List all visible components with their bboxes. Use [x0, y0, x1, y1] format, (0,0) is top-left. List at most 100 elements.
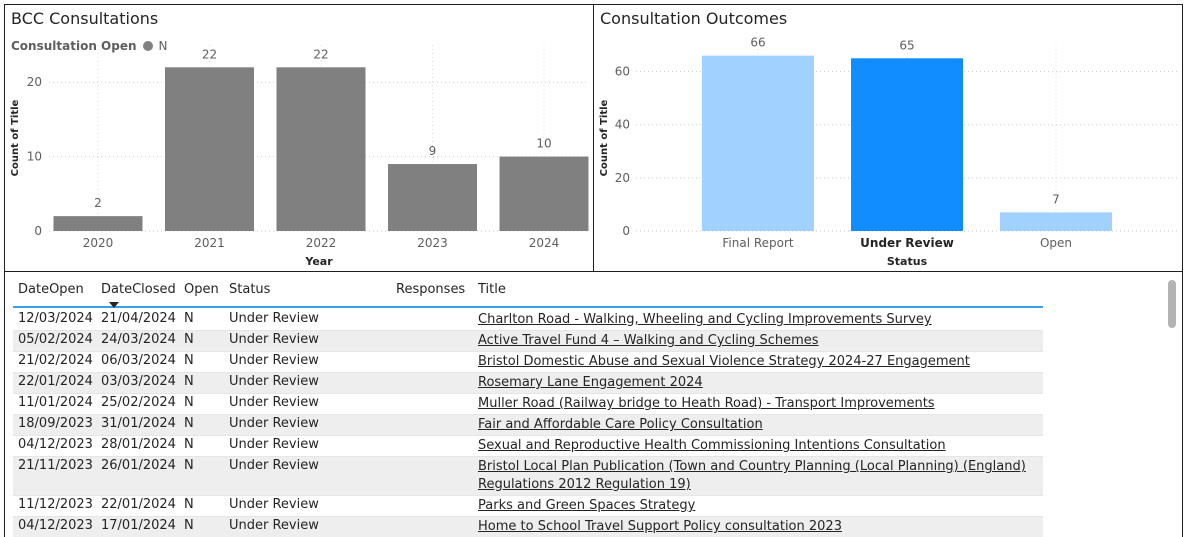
cell-date-open: 21/11/2023 — [18, 458, 93, 473]
bar[interactable] — [165, 67, 254, 231]
x-tick-label: 2020 — [83, 236, 114, 250]
cell-date-open: 11/12/2023 — [18, 497, 93, 512]
y-tick-label: 10 — [27, 150, 42, 164]
cell-open: N — [184, 416, 194, 431]
cell-status: Under Review — [229, 518, 319, 533]
bar[interactable] — [851, 58, 963, 232]
column-header-date-closed[interactable]: DateClosed — [101, 282, 176, 297]
data-label: 22 — [313, 47, 328, 61]
cell-title-link[interactable]: Bristol Local Plan Publication (Town and… — [478, 459, 1026, 492]
table-row[interactable]: 11/12/2023 22/01/2024 N Under Review Parks a… — [13, 496, 1043, 517]
cell-title-link[interactable]: Fair and Affordable Care Policy Consulta… — [478, 417, 763, 432]
cell-status: Under Review — [229, 395, 319, 410]
y-tick-label: 40 — [615, 118, 630, 132]
column-header-date-open[interactable]: DateOpen — [18, 282, 84, 297]
bar[interactable] — [388, 164, 477, 231]
cell-title-link[interactable]: Active Travel Fund 4 – Walking and Cycli… — [478, 333, 819, 348]
cell-open: N — [184, 353, 194, 368]
bar[interactable] — [276, 67, 366, 231]
table-row[interactable]: 11/01/2024 25/02/2024 N Under Review Muller … — [13, 394, 1043, 415]
column-header-title[interactable]: Title — [478, 282, 506, 297]
data-label: 2 — [94, 196, 102, 210]
table-row[interactable]: 21/02/2024 06/03/2024 N Under Review Bristol… — [13, 352, 1043, 373]
cell-title-link[interactable]: Home to School Travel Support Policy con… — [478, 519, 842, 534]
y-axis-title: Count of Title — [10, 99, 21, 176]
sort-descending-icon[interactable] — [109, 302, 119, 308]
y-tick-label: 60 — [615, 65, 630, 79]
consultation-outcomes-visual[interactable]: Consultation Outcomes 0 20 40 60 66 Final Rep… — [593, 4, 1183, 272]
x-tick-label: Open — [1040, 236, 1072, 250]
table-row[interactable]: 18/09/2023 31/01/2024 N Under Review Fair an… — [13, 415, 1043, 436]
cell-status: Under Review — [229, 332, 319, 347]
vertical-scrollbar[interactable] — [1168, 280, 1176, 328]
cell-status: Under Review — [229, 374, 319, 389]
cell-date-open: 04/12/2023 — [18, 437, 93, 452]
cell-status: Under Review — [229, 416, 319, 431]
cell-date-closed: 06/03/2024 — [101, 353, 176, 368]
column-header-open[interactable]: Open — [184, 282, 219, 297]
legend-label[interactable]: N — [158, 39, 168, 53]
y-axis-title: Count of Title — [599, 99, 610, 176]
table-header: DateOpen DateClosed Open Status Response… — [13, 280, 1043, 308]
table-row[interactable]: 12/03/2024 21/04/2024 N Under Review Charlto… — [13, 310, 1043, 331]
x-tick-label: Under Review — [860, 236, 954, 250]
cell-date-closed: 31/01/2024 — [101, 416, 176, 431]
cell-date-closed: 24/03/2024 — [101, 332, 176, 347]
table-body: 12/03/2024 21/04/2024 N Under Review Charlto… — [13, 310, 1043, 537]
cell-open: N — [184, 374, 194, 389]
cell-open: N — [184, 437, 194, 452]
bar[interactable] — [702, 55, 814, 231]
panel-title: BCC Consultations — [11, 9, 159, 28]
year-bar-chart[interactable]: 0 10 20 2 2020 22 2021 22 2022 9 2023 10 2024 Year Cou… — [5, 5, 593, 271]
cell-date-open: 04/12/2023 — [18, 518, 93, 533]
cell-open: N — [184, 458, 194, 473]
cell-status: Under Review — [229, 353, 319, 368]
panel-title: Consultation Outcomes — [600, 9, 788, 28]
cell-date-closed: 17/01/2024 — [101, 518, 176, 533]
cell-status: Under Review — [229, 458, 319, 473]
cell-date-closed: 26/01/2024 — [101, 458, 176, 473]
bar[interactable] — [53, 216, 143, 231]
cell-date-open: 21/02/2024 — [18, 353, 93, 368]
y-tick-label: 0 — [34, 224, 42, 238]
cell-title-link[interactable]: Parks and Green Spaces Strategy — [478, 498, 696, 513]
status-bar-chart[interactable]: 0 20 40 60 66 Final Report 65 Under Review 7 Open… — [594, 5, 1182, 271]
bar[interactable] — [1000, 212, 1112, 231]
cell-status: Under Review — [229, 311, 319, 326]
cell-title-link[interactable]: Bristol Domestic Abuse and Sexual Violen… — [478, 354, 970, 369]
cell-date-closed: 25/02/2024 — [101, 395, 176, 410]
x-tick-label: 2023 — [417, 236, 448, 250]
column-header-status[interactable]: Status — [229, 282, 271, 297]
cell-open: N — [184, 311, 194, 326]
x-axis-title: Year — [304, 255, 333, 268]
bar[interactable] — [499, 156, 589, 231]
cell-date-closed: 03/03/2024 — [101, 374, 176, 389]
legend-title: Consultation Open — [11, 39, 137, 53]
table-row[interactable]: 04/12/2023 28/01/2024 N Under Review Sexual … — [13, 436, 1043, 457]
x-tick-label: 2021 — [194, 236, 225, 250]
cell-open: N — [184, 518, 194, 533]
table-row[interactable]: 04/12/2023 17/01/2024 N Under Review Home to… — [13, 517, 1043, 537]
cell-date-closed: 28/01/2024 — [101, 437, 176, 452]
data-label: 22 — [202, 47, 217, 61]
column-header-responses[interactable]: Responses — [396, 282, 466, 297]
cell-title-link[interactable]: Muller Road (Railway bridge to Heath Roa… — [478, 396, 935, 411]
data-label: 10 — [536, 137, 551, 151]
table-row[interactable]: 22/01/2024 03/03/2024 N Under Review Rosemar… — [13, 373, 1043, 394]
cell-title-link[interactable]: Sexual and Reproductive Health Commissio… — [478, 438, 946, 453]
cell-title-link[interactable]: Charlton Road - Walking, Wheeling and Cy… — [478, 312, 932, 327]
data-label: 9 — [429, 144, 437, 158]
x-tick-label: 2024 — [529, 236, 560, 250]
legend-marker — [142, 41, 153, 51]
consultations-table[interactable]: DateOpen DateClosed Open Status Response… — [4, 271, 1183, 537]
chart-legend[interactable]: Consultation Open N — [11, 39, 168, 53]
table-row[interactable]: 21/11/2023 26/01/2024 N Under Review Bristol… — [13, 457, 1043, 496]
cell-title-link[interactable]: Rosemary Lane Engagement 2024 — [478, 375, 703, 390]
cell-open: N — [184, 497, 194, 512]
cell-date-open: 05/02/2024 — [18, 332, 93, 347]
cell-date-open: 12/03/2024 — [18, 311, 93, 326]
data-label: 7 — [1052, 192, 1060, 206]
consultations-by-year-visual[interactable]: BCC Consultations Consultation Open N 0 1… — [4, 4, 594, 272]
cell-open: N — [184, 395, 194, 410]
table-row[interactable]: 05/02/2024 24/03/2024 N Under Review Active … — [13, 331, 1043, 352]
